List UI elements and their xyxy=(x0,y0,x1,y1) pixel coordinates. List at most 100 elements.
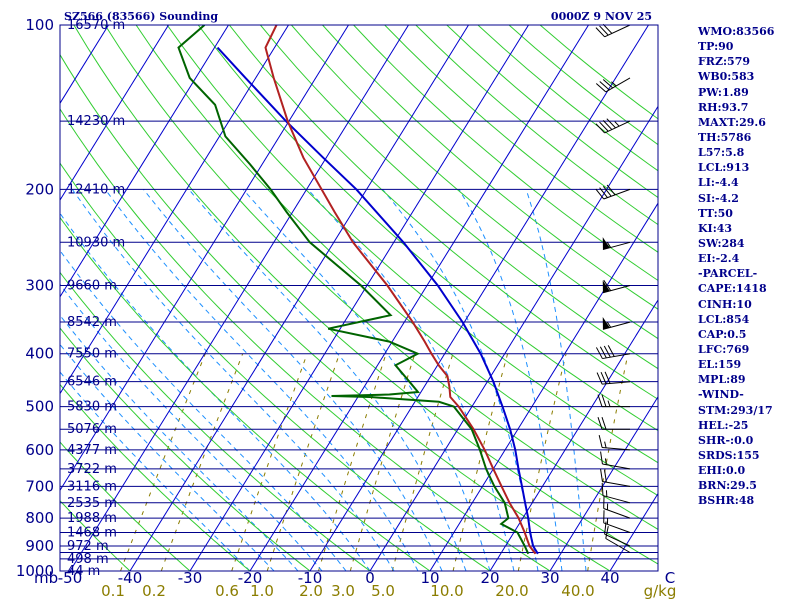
mixing-ratio-label: 1.0 xyxy=(250,582,274,600)
barb-staff xyxy=(602,381,631,385)
wind-barb xyxy=(595,23,631,38)
height-label: 5830 m xyxy=(67,400,117,415)
pressure-label: 800 xyxy=(25,509,54,527)
mixing-ratio-label: 5.0 xyxy=(371,582,395,600)
moist-adiabat xyxy=(60,283,323,571)
wind-barb xyxy=(603,510,631,533)
wind-barb xyxy=(598,435,631,451)
isotherm-line xyxy=(249,25,589,571)
barb-staff xyxy=(605,538,631,553)
stat-line: EI:-2.4 xyxy=(698,252,740,266)
stat-line: -WIND- xyxy=(698,388,744,402)
wind-barb xyxy=(596,371,631,385)
stat-line: LFC:769 xyxy=(698,342,750,356)
stat-line: HEL:-25 xyxy=(698,418,749,432)
height-label: 2535 m xyxy=(67,496,117,511)
temperature-tick-label: 30 xyxy=(540,569,559,587)
station-title: SZ566 (83566) Sounding xyxy=(64,10,218,23)
height-label: 8542 m xyxy=(67,315,117,330)
stat-line: -PARCEL- xyxy=(698,267,758,281)
barb-flag xyxy=(602,23,613,34)
barb-half-flag xyxy=(606,517,609,525)
isotherm-line xyxy=(369,105,658,571)
stat-line: SRDS:155 xyxy=(698,448,760,462)
barb-staff xyxy=(602,481,631,487)
mixing-ratio-label: 20.0 xyxy=(495,582,528,600)
barb-flag xyxy=(599,121,609,132)
stat-line: KI:43 xyxy=(698,221,733,235)
stat-line: WMO:83566 xyxy=(698,25,775,38)
barb-staff xyxy=(604,24,631,38)
stat-line: EHI:0.0 xyxy=(698,464,746,478)
height-label: 12410 m xyxy=(67,182,125,197)
stat-line: TH:5786 xyxy=(698,130,752,144)
wind-barb xyxy=(603,495,631,519)
barb-flag xyxy=(599,25,609,36)
height-label: 4377 m xyxy=(67,443,117,458)
height-label: 10930 m xyxy=(67,235,125,250)
height-label: 1988 m xyxy=(67,511,117,526)
barb-half-flag xyxy=(606,241,612,248)
isotherms xyxy=(60,25,658,571)
barb-flag xyxy=(595,123,605,134)
barb-staff xyxy=(604,120,631,134)
stat-line: L57:5.8 xyxy=(698,146,745,160)
temperature-tick-label: -30 xyxy=(178,569,203,587)
barb-staff xyxy=(602,446,631,451)
barb-pennant xyxy=(602,237,610,250)
valid-time: 0000Z 9 NOV 25 xyxy=(551,10,652,23)
wind-barb xyxy=(600,468,631,487)
barb-flag xyxy=(601,482,604,496)
temperature-tick-label: -10 xyxy=(298,569,323,587)
moist-adiabat xyxy=(188,189,467,571)
barb-flag xyxy=(605,526,609,539)
barb-half-flag xyxy=(606,321,612,328)
height-label: 14230 m xyxy=(67,114,125,129)
pressure-label: 900 xyxy=(25,537,54,555)
stat-line: MAXT:29.6 xyxy=(698,115,766,129)
barb-flag xyxy=(599,81,610,91)
temperature-tick-label: -50 xyxy=(58,569,83,587)
barb-half-flag xyxy=(607,400,611,407)
barb-half-flag xyxy=(604,441,607,448)
isotherm-line xyxy=(69,25,409,571)
barb-half-flag xyxy=(605,490,608,497)
barb-flag xyxy=(602,120,613,130)
pressure-label: 200 xyxy=(25,180,54,198)
mixing-ratio-label: 10.0 xyxy=(430,582,463,600)
stat-line: BSHR:48 xyxy=(698,494,755,508)
mixing-ratio-label: 3.0 xyxy=(331,582,355,600)
wind-barb xyxy=(601,482,631,504)
barb-flag xyxy=(601,417,607,430)
wind-barb xyxy=(602,237,631,251)
stat-line: TP:90 xyxy=(698,40,734,54)
wind-barb xyxy=(597,417,630,430)
barb-pennant xyxy=(602,316,610,330)
barb-flag xyxy=(595,27,605,38)
stats-panel: WMO:83566 TP:90 FRZ:579 WB0:583 PW:1.89 RH:93… xyxy=(698,24,798,509)
isotherm-line xyxy=(60,25,289,395)
stat-line: LCL:913 xyxy=(698,161,750,175)
barb-flag xyxy=(599,187,608,198)
mixing-ratio-label: 0.6 xyxy=(215,582,239,600)
temperature-tick-label: 0 xyxy=(365,569,375,587)
barb-flag xyxy=(595,347,603,359)
isotherm-line xyxy=(189,25,529,571)
barb-flag xyxy=(603,279,612,291)
isotherm-line xyxy=(489,299,658,571)
barb-staff xyxy=(602,495,631,504)
wind-barb xyxy=(600,451,631,470)
barb-flag xyxy=(603,345,611,358)
temperature-tick-label: 40 xyxy=(600,569,619,587)
stat-line: SHR-:0.0 xyxy=(698,433,754,447)
isotherm-line xyxy=(60,25,349,492)
barb-half-flag xyxy=(606,503,609,510)
barb-flag xyxy=(604,371,611,384)
barb-flag xyxy=(604,469,607,483)
barb-staff xyxy=(602,353,631,360)
mixing-ratio-label: 40.0 xyxy=(561,582,594,600)
moist-adiabat xyxy=(382,189,539,571)
barb-flag xyxy=(602,186,612,197)
stat-line: CAP:0.5 xyxy=(698,327,747,341)
